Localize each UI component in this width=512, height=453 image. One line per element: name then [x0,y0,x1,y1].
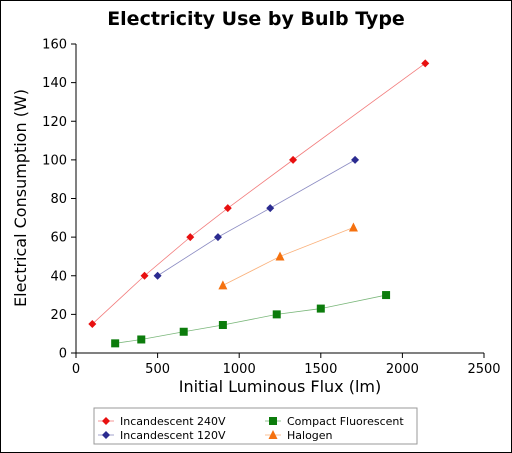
x-tick-label: 2000 [386,362,419,377]
data-point [179,327,188,336]
legend-label: Halogen [287,429,333,442]
y-tick-label: 80 [50,192,67,207]
legend-box [93,407,418,445]
plot-area: 0 20 40 60 80 100 120 140 160 0 500 1000 1500 2000 250… [42,38,500,378]
y-tick-label: 40 [50,269,67,284]
data-point [348,222,358,232]
legend-label: Incandescent 120V [120,429,226,442]
legend-label: Incandescent 240V [120,415,226,428]
data-point [382,291,391,300]
data-point [153,271,162,280]
data-point [186,233,195,242]
series-line-0 [92,62,426,325]
data-point [111,339,120,348]
data-point [223,204,232,213]
legend-marker-2 [269,417,277,425]
data-point [272,310,281,319]
y-axis-label: Electrical Consumption (W) [11,89,30,307]
data-point [218,280,228,290]
series-line-1 [157,159,356,277]
data-point [289,155,298,164]
data-point [137,335,146,344]
chart-title: Electricity Use by Bulb Type [107,8,405,30]
legend-marker-0 [102,417,110,425]
series-line-2 [115,294,387,344]
series-line-3 [222,227,354,286]
data-point [266,204,275,213]
x-tick-label: 1500 [304,362,337,377]
data-point [218,320,227,329]
legend-marker-1 [102,431,110,439]
y-tick-label: 160 [42,38,67,53]
x-axis-label: Initial Luminous Flux (lm) [179,377,382,396]
y-tick-label: 120 [42,115,67,130]
data-point [140,271,149,280]
data-point [213,233,222,242]
y-tick-label: 20 [50,308,67,323]
x-tick-label: 1000 [223,362,256,377]
y-tick-label: 140 [42,76,67,91]
data-point [351,155,360,164]
x-tick-label: 2500 [467,362,500,377]
data-point [316,304,325,313]
y-tick-label: 60 [50,231,67,246]
legend-label: Compact Fluorescent [287,415,404,428]
legend-marker-3 [268,430,278,439]
x-tick-label: 500 [145,362,170,377]
y-tick-label: 100 [42,153,67,168]
data-point [421,59,430,68]
x-tick-label: 0 [72,362,80,377]
y-tick-label: 0 [59,347,67,362]
data-point [88,320,97,329]
data-point [275,251,285,261]
